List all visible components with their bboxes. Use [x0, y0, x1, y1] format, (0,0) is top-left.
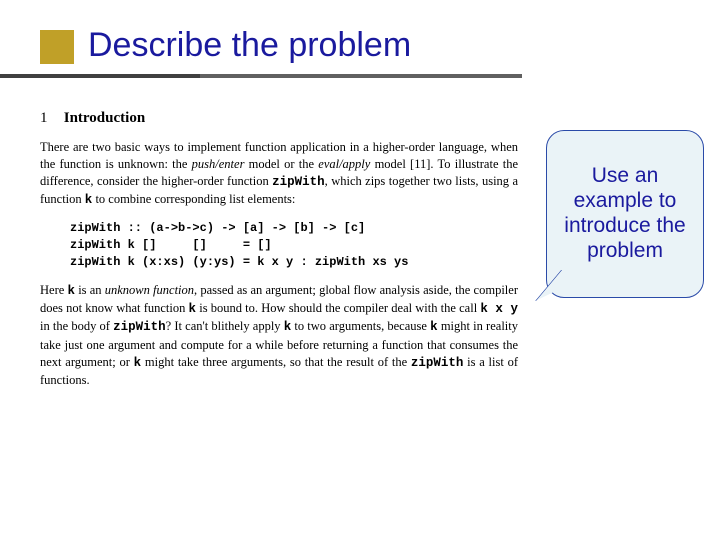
code-line: zipWith k (x:xs) (y:ys) = k x y : zipWit… [70, 255, 408, 269]
document-content: 1 Introduction There are two basic ways … [40, 108, 518, 397]
text: to two arguments, because [291, 319, 430, 333]
code-inline: k [67, 284, 75, 298]
title-underline-bold [0, 74, 200, 78]
code-inline: zipWith [411, 356, 464, 370]
term-unknown: unknown function [105, 283, 194, 297]
code-example: zipWith :: (a->b->c) -> [a] -> [b] -> [c… [70, 220, 518, 272]
text: is an [75, 283, 105, 297]
text: is bound to. How should the compiler dea… [196, 301, 480, 315]
text: ? It can't blithely apply [166, 319, 284, 333]
text: model or the [244, 157, 318, 171]
code-inline: k [189, 302, 197, 316]
callout-text: Use an example to introduce the problem [555, 164, 695, 263]
slide-header: Describe the problem [0, 0, 720, 96]
code-inline: k [430, 320, 438, 334]
accent-square [40, 30, 74, 64]
text: might take three arguments, so that the … [141, 355, 411, 369]
section-title: Introduction [64, 110, 145, 126]
text: in the body of [40, 319, 113, 333]
code-line: zipWith :: (a->b->c) -> [a] -> [b] -> [c… [70, 221, 365, 235]
intro-paragraph: There are two basic ways to implement fu… [40, 139, 518, 210]
text: Here [40, 283, 67, 297]
section-heading: 1 Introduction [40, 108, 518, 129]
code-inline: zipWith [113, 320, 166, 334]
term-evalapply: eval/apply [318, 157, 370, 171]
explanation-paragraph: Here k is an unknown function, passed as… [40, 282, 518, 390]
text: to combine corresponding list elements: [92, 192, 295, 206]
code-inline: k x y [480, 302, 518, 316]
section-number: 1 [40, 108, 60, 129]
term-pushenter: push/enter [192, 157, 245, 171]
code-inline: zipWith [272, 175, 325, 189]
code-line: zipWith k [] [] = [] [70, 238, 272, 252]
slide-title: Describe the problem [88, 26, 411, 65]
